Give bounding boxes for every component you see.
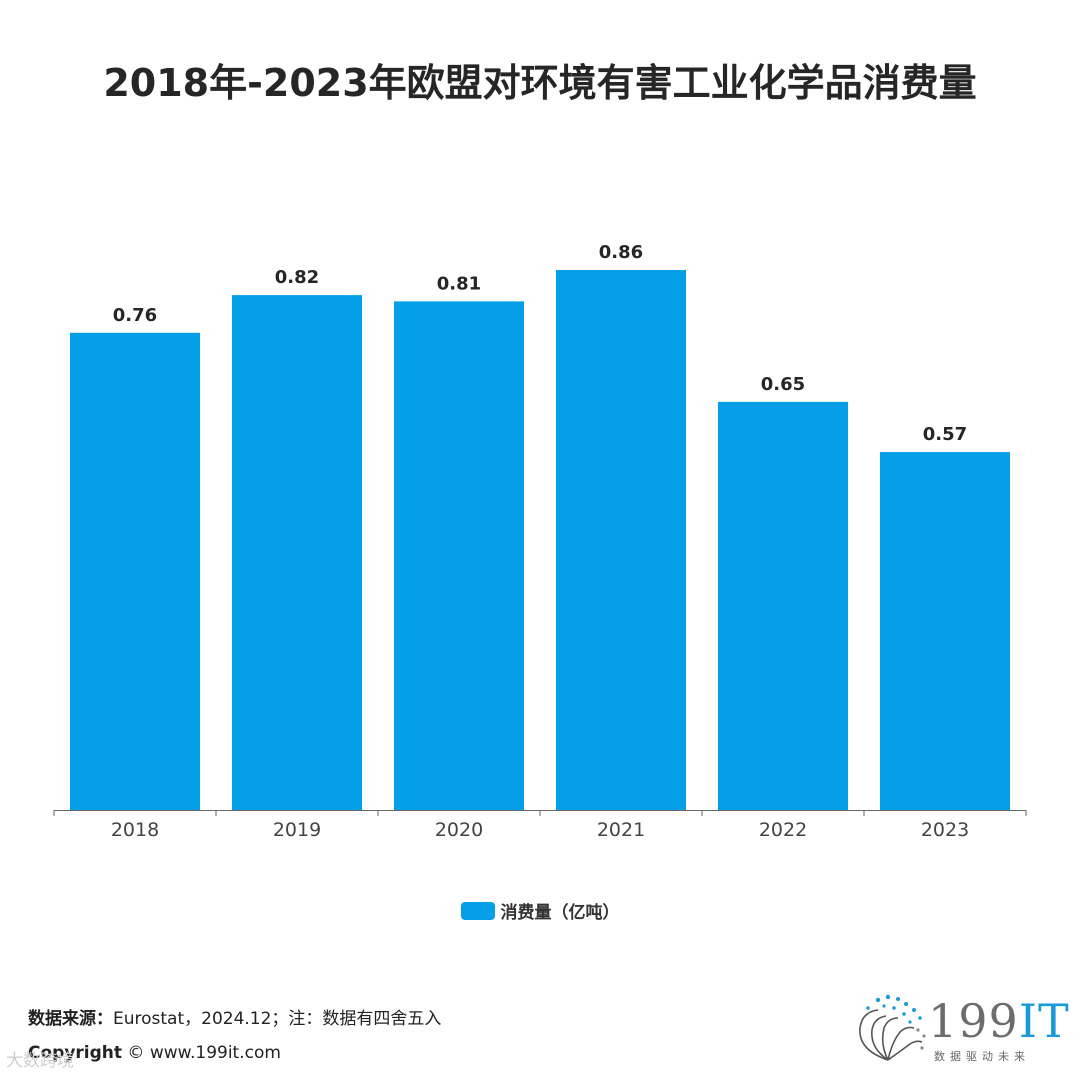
- source-text: Eurostat，2024.12；注：数据有四舍五入: [113, 1009, 442, 1029]
- bar-2021: [556, 270, 686, 810]
- bar-2018: [70, 332, 200, 810]
- watermark: 大数跨境: [6, 1051, 74, 1071]
- copyright-line: Copyright © www.199it.com: [28, 1036, 441, 1070]
- legend: 消费量（亿吨）: [0, 898, 1080, 923]
- logo-suffix: IT: [1018, 994, 1070, 1048]
- x-tick-label-2020: 2020: [435, 819, 483, 841]
- x-tick-label-2019: 2019: [273, 819, 321, 841]
- x-tick-label-2018: 2018: [111, 819, 159, 841]
- value-label-2023: 0.57: [923, 424, 967, 445]
- source-line: 数据来源：Eurostat，2024.12；注：数据有四舍五入: [28, 1002, 441, 1036]
- bar-2023: [880, 452, 1010, 810]
- bar-2022: [718, 401, 848, 810]
- x-tick-label-2023: 2023: [921, 819, 969, 841]
- source-label: 数据来源：: [28, 1009, 113, 1029]
- value-label-2020: 0.81: [437, 273, 481, 294]
- value-label-2022: 0.65: [761, 374, 805, 395]
- x-tick-label-2021: 2021: [597, 819, 645, 841]
- x-tick-label-2022: 2022: [759, 819, 807, 841]
- value-label-2019: 0.82: [275, 267, 319, 288]
- bar-2019: [232, 295, 362, 810]
- bar-2020: [394, 301, 524, 810]
- logo-wordmark: 199IT: [928, 994, 1070, 1048]
- legend-swatch: [460, 901, 495, 920]
- legend-label: 消费量（亿吨）: [500, 903, 620, 923]
- copyright-label: Copyright: [28, 1043, 123, 1063]
- logo-number: 199: [928, 994, 1019, 1048]
- footer: 数据来源：Eurostat，2024.12；注：数据有四舍五入 Copyrigh…: [28, 1002, 441, 1070]
- chart-title: 2018年-2023年欧盟对环境有害工业化学品消费量: [103, 61, 977, 105]
- value-label-2021: 0.86: [599, 242, 643, 263]
- logo-icon: [859, 994, 926, 1061]
- value-label-2018: 0.76: [113, 305, 157, 326]
- copyright-text: © www.199it.com: [127, 1043, 281, 1063]
- logo-subtitle: 数据驱动未来: [934, 1050, 1030, 1063]
